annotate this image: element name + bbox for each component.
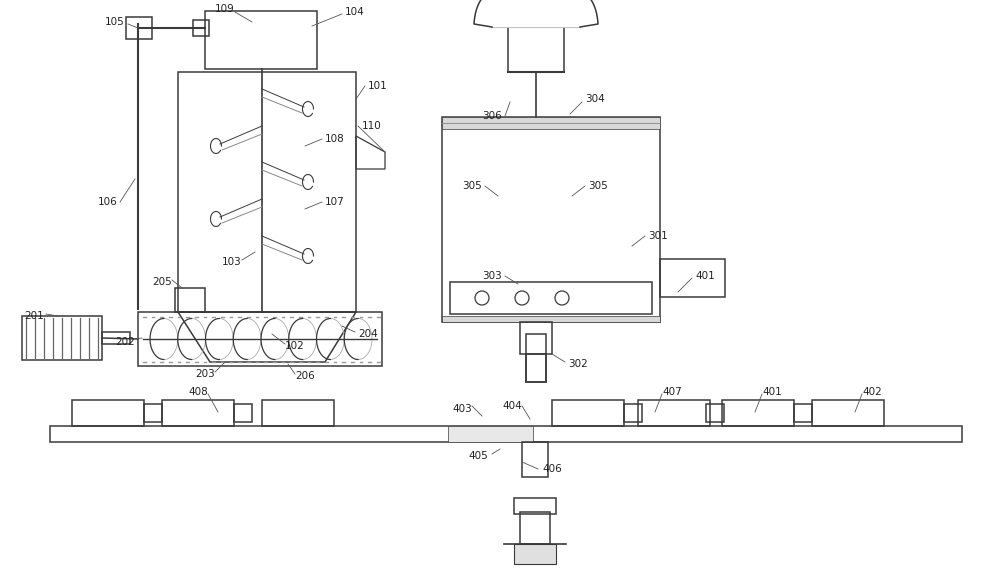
Text: 403: 403 [452, 404, 472, 414]
Text: 401: 401 [762, 387, 782, 397]
Text: 110: 110 [362, 121, 382, 131]
Bar [526, 334, 546, 382]
Ellipse shape [555, 291, 569, 305]
Text: 108: 108 [325, 134, 345, 144]
Bar [448, 426, 533, 442]
Text: 407: 407 [662, 387, 682, 397]
Text: 105: 105 [105, 17, 125, 27]
Ellipse shape [515, 291, 529, 305]
Bar [526, 354, 546, 382]
Bar [102, 332, 130, 344]
Text: 109: 109 [215, 4, 235, 14]
Text: 202: 202 [115, 337, 135, 347]
Bar [144, 404, 162, 422]
Text: 405: 405 [468, 451, 488, 461]
Bar [193, 20, 209, 36]
Bar [450, 282, 652, 314]
Text: 304: 304 [585, 94, 605, 104]
Text: 203: 203 [195, 369, 215, 379]
Bar [175, 288, 205, 312]
Text: 303: 303 [482, 271, 502, 281]
Bar [205, 11, 317, 69]
Text: 201: 201 [24, 311, 44, 321]
Text: 104: 104 [345, 7, 365, 17]
Text: 101: 101 [368, 81, 388, 91]
Bar [72, 400, 144, 426]
Bar [178, 72, 356, 312]
Text: 301: 301 [648, 231, 668, 241]
Bar [812, 400, 884, 426]
Text: 204: 204 [358, 329, 378, 339]
Text: 305: 305 [462, 181, 482, 191]
Bar [552, 400, 624, 426]
Bar [722, 400, 794, 426]
Text: 408: 408 [188, 387, 208, 397]
Bar [162, 400, 234, 426]
Text: 402: 402 [862, 387, 882, 397]
Bar [50, 426, 962, 442]
Bar [234, 404, 252, 422]
Text: 106: 106 [98, 197, 118, 207]
Bar [514, 498, 556, 514]
Polygon shape [474, 0, 598, 27]
Text: 205: 205 [152, 277, 172, 287]
Text: 206: 206 [295, 371, 315, 381]
Text: 103: 103 [222, 257, 242, 267]
Bar [442, 117, 660, 322]
Text: 305: 305 [588, 181, 608, 191]
Bar [638, 400, 710, 426]
Bar [624, 404, 642, 422]
Ellipse shape [475, 291, 489, 305]
Text: 302: 302 [568, 359, 588, 369]
Text: 406: 406 [542, 464, 562, 474]
Bar [22, 316, 102, 360]
Bar [706, 404, 724, 422]
Bar [442, 117, 660, 129]
Text: 306: 306 [482, 111, 502, 121]
Bar [514, 544, 556, 564]
Bar [660, 259, 725, 297]
Bar [508, 27, 564, 72]
Bar [794, 404, 812, 422]
Bar [520, 322, 552, 354]
Bar [442, 316, 660, 322]
Text: 401: 401 [695, 271, 715, 281]
Bar [520, 512, 550, 544]
Bar [126, 17, 152, 39]
Bar [138, 312, 382, 366]
Text: 404: 404 [502, 401, 522, 411]
Bar [522, 442, 548, 477]
Bar [262, 400, 334, 426]
Text: 102: 102 [285, 341, 305, 351]
Text: 107: 107 [325, 197, 345, 207]
